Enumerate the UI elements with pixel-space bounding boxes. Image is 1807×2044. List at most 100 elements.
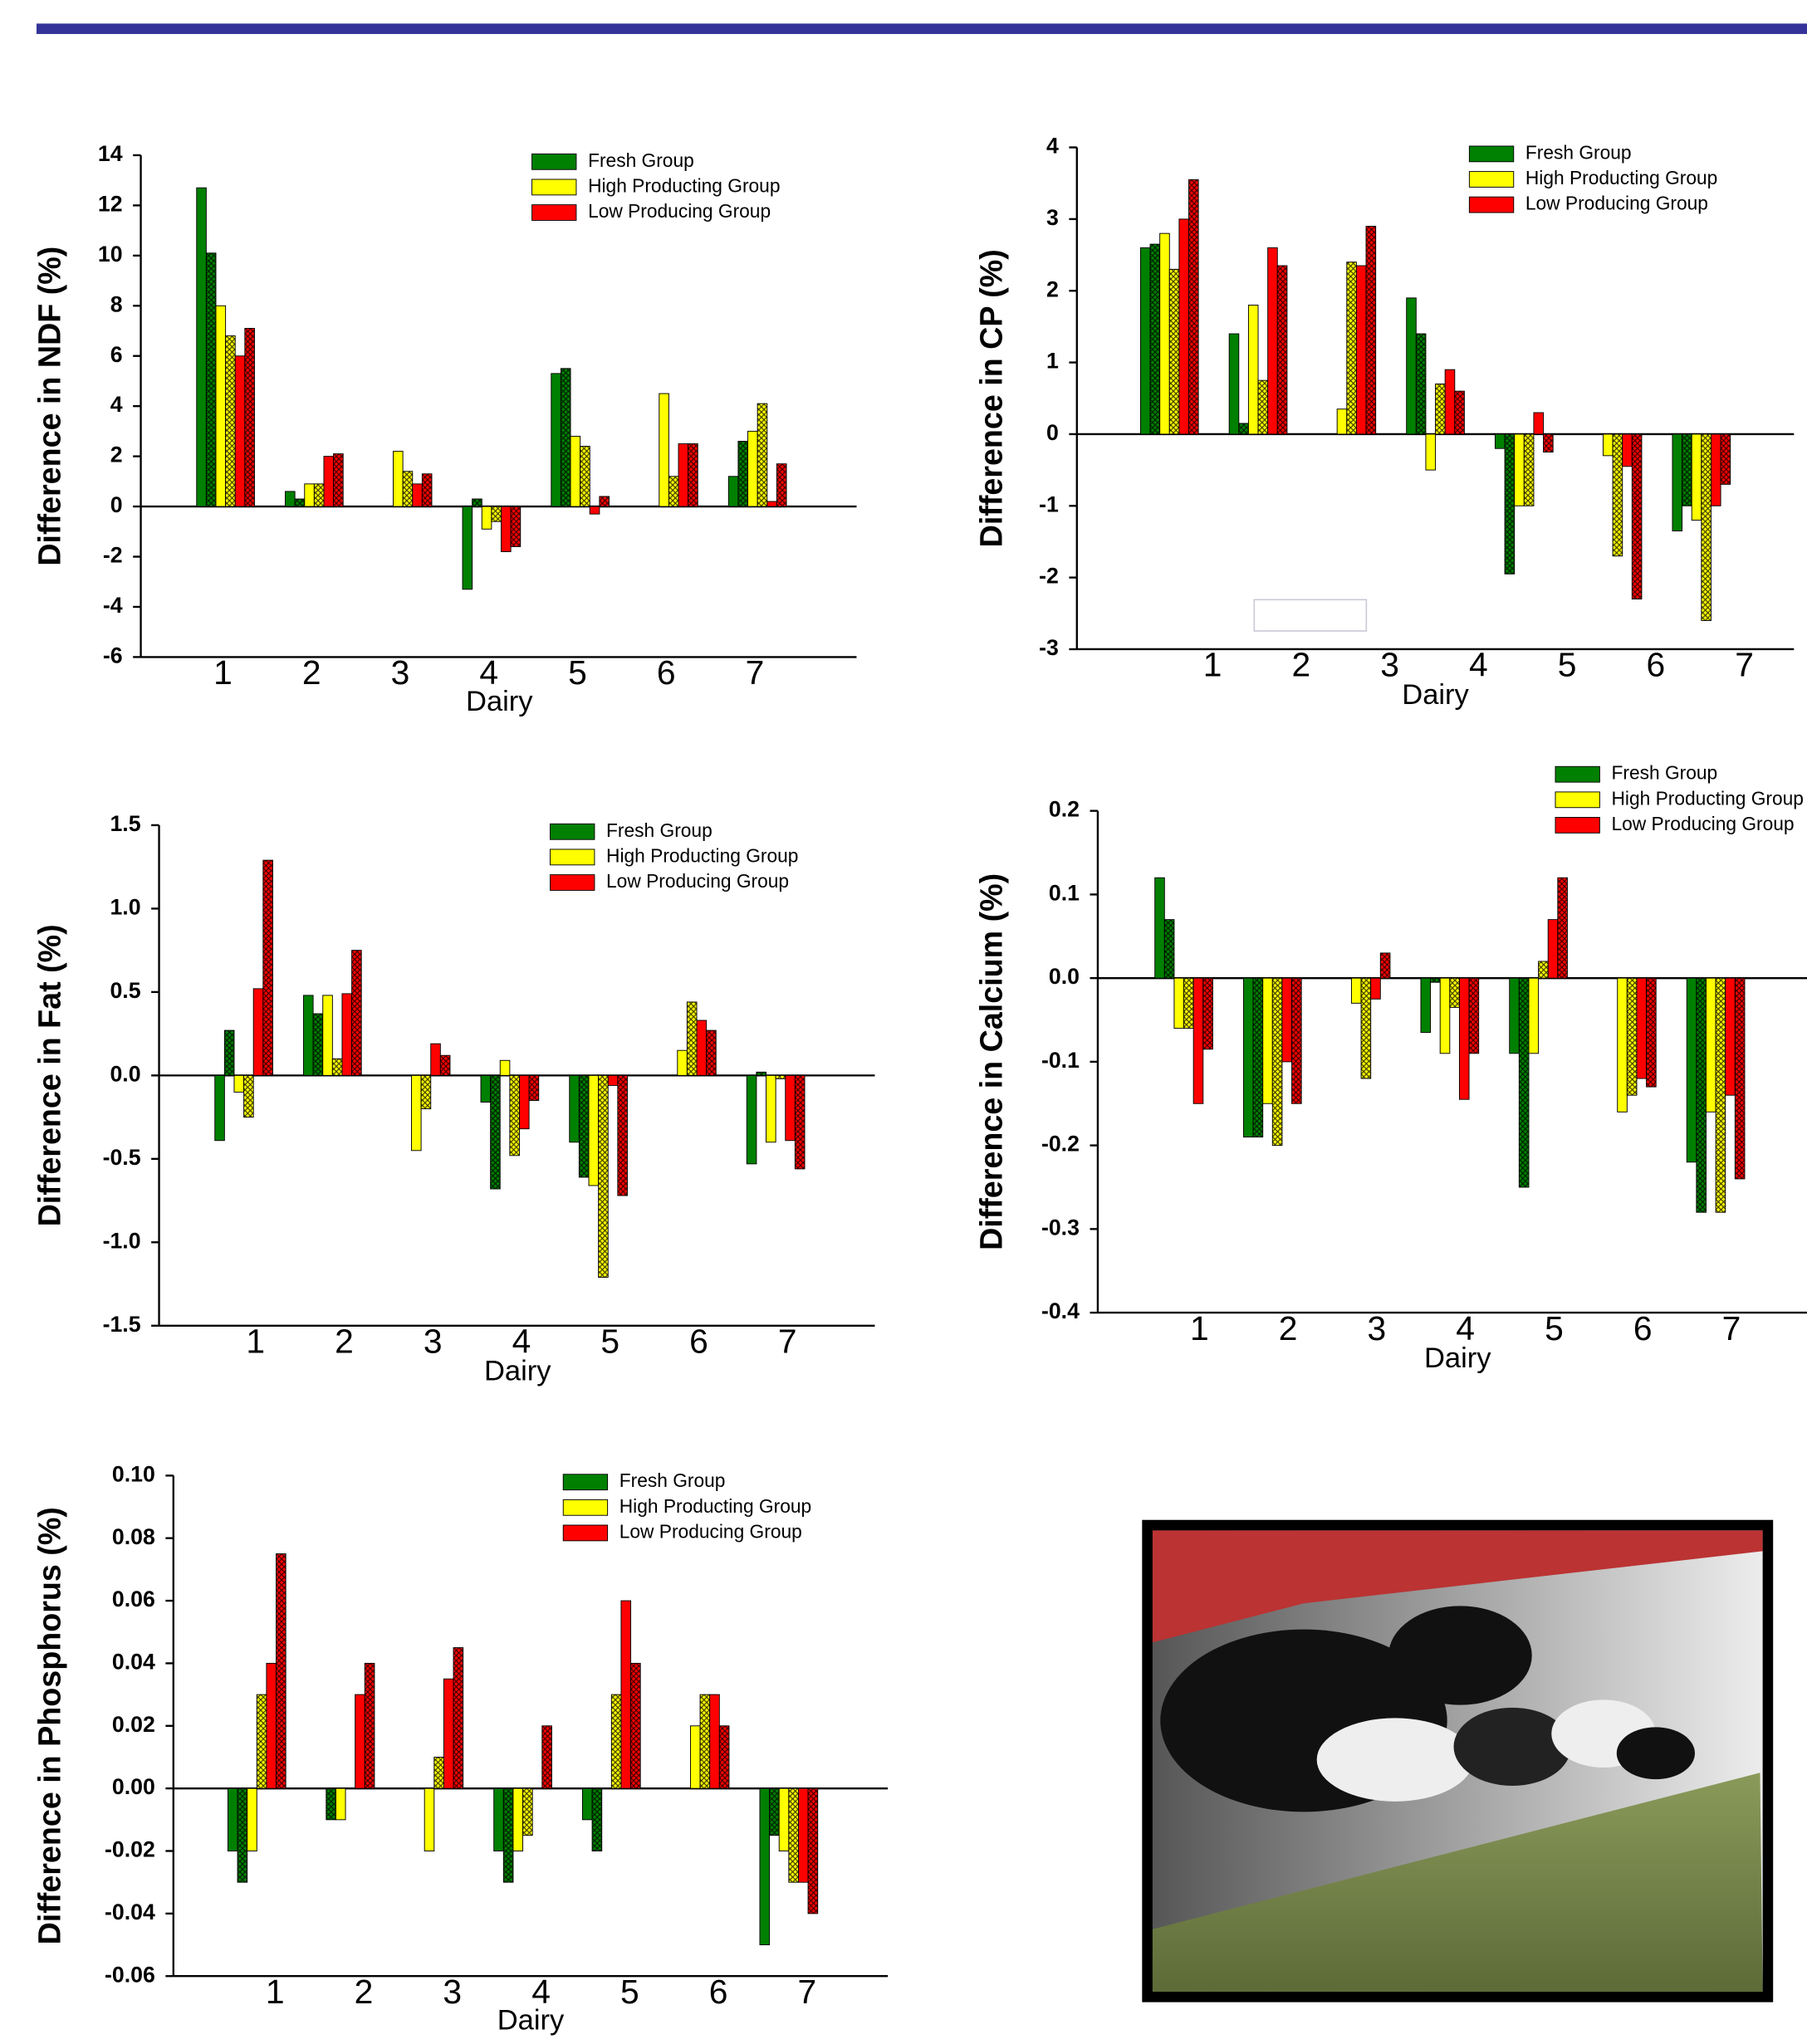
bar — [1612, 433, 1623, 557]
x-tick-label: 3 — [391, 653, 410, 692]
bar — [430, 1043, 441, 1076]
bar — [1444, 369, 1456, 435]
bar — [252, 988, 264, 1076]
x-tick-label: 5 — [1545, 1309, 1564, 1347]
bar — [689, 1725, 701, 1789]
legend-swatch — [1555, 765, 1600, 783]
y-tick-label: 4 — [1046, 134, 1059, 159]
header-bar — [36, 23, 1807, 34]
bar — [276, 1553, 286, 1789]
bar — [1734, 977, 1746, 1180]
chart: -0.4 -0.3 -0.2 -0.1 0.0 0.1 0.2 Difference in C… — [973, 762, 1807, 1374]
legend-label: High Producting Group — [619, 1495, 811, 1517]
bar — [1139, 247, 1151, 435]
y-tick-label: -0.3 — [1041, 1215, 1080, 1240]
bar — [1523, 433, 1535, 506]
x-axis-title: Dairy — [484, 1356, 551, 1387]
bar — [1646, 977, 1657, 1088]
bar — [472, 498, 482, 507]
y-tick-label: -0.04 — [105, 1900, 155, 1924]
x-tick-label: 6 — [657, 653, 676, 692]
bar — [1192, 977, 1204, 1104]
x-axis-title: Dairy — [497, 2005, 565, 2037]
bar — [266, 1662, 277, 1789]
x-tick-label: 2 — [1291, 646, 1310, 684]
bar — [1228, 333, 1240, 435]
bar — [1691, 433, 1702, 521]
y-tick-label: 0.2 — [1049, 797, 1080, 822]
y-axis-title: Difference in Phosphorus (%) — [32, 1507, 67, 1944]
y-tick-label: 0.0 — [1049, 964, 1080, 989]
bar — [1602, 433, 1614, 457]
bar — [1468, 977, 1480, 1054]
bar — [433, 1757, 444, 1789]
bar — [490, 1074, 501, 1190]
bar — [560, 368, 571, 507]
legend-swatch — [550, 823, 595, 840]
bar — [598, 1074, 609, 1278]
bar — [1449, 977, 1460, 1008]
legend-swatch — [1468, 145, 1515, 163]
y-tick-label: -2 — [1039, 564, 1059, 589]
y-tick-label: 0.5 — [110, 978, 140, 1003]
bar — [512, 1787, 524, 1851]
y-tick-label: -1.5 — [103, 1312, 141, 1337]
y-tick-label: -0.02 — [105, 1837, 155, 1862]
bar — [393, 451, 404, 507]
bar — [1346, 262, 1357, 435]
bar — [1672, 433, 1683, 531]
y-tick-label: 0.1 — [1049, 880, 1080, 905]
x-tick-label: 3 — [443, 1973, 462, 2011]
bar — [1247, 305, 1259, 435]
y-tick-label: 14 — [98, 141, 123, 166]
x-tick-label: 4 — [479, 653, 498, 692]
bar — [668, 476, 679, 507]
bar — [709, 1694, 720, 1789]
bar — [227, 1787, 238, 1851]
legend-label: High Producting Group — [1525, 167, 1717, 188]
bar — [706, 1029, 717, 1076]
bar — [501, 506, 512, 552]
bar — [541, 1725, 552, 1789]
x-tick-label: 7 — [746, 653, 765, 692]
bar — [1355, 265, 1367, 435]
bar — [1188, 178, 1199, 435]
bar — [312, 1013, 324, 1076]
y-tick-label: 6 — [110, 342, 123, 367]
bar — [225, 335, 236, 507]
bar — [1360, 977, 1372, 1079]
bar — [453, 1647, 464, 1789]
legend-label: Low Producing Group — [588, 200, 771, 222]
bar — [1547, 919, 1559, 979]
x-tick-label: 4 — [1456, 1309, 1475, 1347]
bar — [1622, 433, 1633, 467]
bar — [364, 1662, 375, 1789]
bar — [420, 1074, 432, 1110]
legend-swatch — [531, 178, 577, 196]
y-tick-label: -1 — [1039, 491, 1059, 516]
bar — [421, 473, 433, 507]
x-tick-label: 1 — [213, 653, 233, 692]
x-tick-label: 1 — [266, 1973, 285, 2011]
x-tick-label: 1 — [1203, 646, 1222, 684]
bar — [351, 950, 362, 1076]
bar — [759, 1787, 771, 1946]
chart: -0.06 -0.04 -0.02 0.00 0.02 0.04 0.06 0.08 0.10 D… — [32, 1461, 889, 2037]
bar — [1631, 433, 1643, 600]
bar — [234, 355, 246, 507]
bar — [686, 1001, 698, 1076]
bar — [237, 1787, 248, 1883]
x-tick-label: 2 — [355, 1973, 374, 2011]
bar — [785, 1074, 796, 1142]
bar — [659, 393, 669, 507]
bar — [1435, 384, 1446, 435]
bar — [215, 305, 227, 507]
bar — [510, 506, 522, 547]
bar — [1168, 268, 1180, 435]
bar — [1720, 433, 1731, 485]
legend-swatch — [1555, 791, 1600, 809]
bar — [1710, 433, 1721, 506]
legend-swatch — [1468, 171, 1515, 188]
bar — [610, 1694, 622, 1789]
bar — [1257, 379, 1269, 435]
